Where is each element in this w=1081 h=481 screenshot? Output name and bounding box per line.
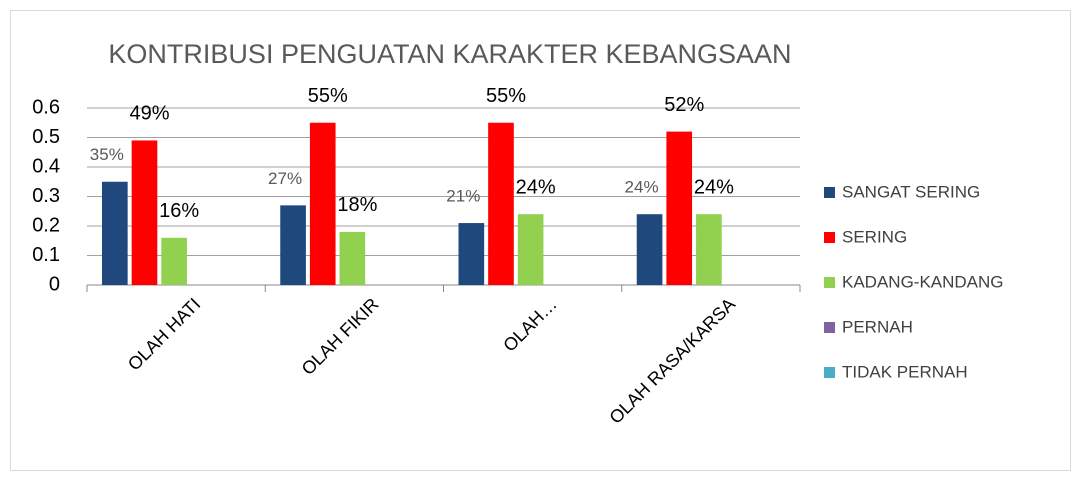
value-label: 24% xyxy=(625,178,659,197)
y-tick-label: 0.5 xyxy=(32,126,60,148)
legend-swatch xyxy=(824,232,835,243)
y-tick-label: 0 xyxy=(49,273,60,295)
legend-swatch xyxy=(824,367,835,378)
value-label: 27% xyxy=(268,169,302,188)
legend-label: KADANG-KANDANG xyxy=(842,272,1004,291)
legend-label: SANGAT SERING xyxy=(842,182,980,201)
value-label: 18% xyxy=(337,194,377,216)
y-tick-label: 0.3 xyxy=(32,185,60,207)
legend-swatch xyxy=(824,322,835,333)
bar xyxy=(666,131,693,285)
y-tick-label: 0.6 xyxy=(32,96,60,118)
chart-title: KONTRIBUSI PENGUATAN KARAKTER KEBANGSAAN xyxy=(108,39,791,69)
bar xyxy=(636,214,663,285)
value-label: 24% xyxy=(694,176,734,198)
legend-label: TIDAK PERNAH xyxy=(842,362,968,381)
bar xyxy=(339,231,366,285)
value-label: 35% xyxy=(90,145,124,164)
bar xyxy=(131,140,158,285)
bar xyxy=(280,205,306,285)
value-label: 55% xyxy=(308,85,348,107)
legend-swatch xyxy=(824,187,835,198)
value-label: 21% xyxy=(446,187,480,206)
value-label: 49% xyxy=(129,103,169,125)
value-label: 24% xyxy=(516,176,556,198)
bar xyxy=(309,122,336,285)
bar xyxy=(488,122,514,285)
value-label: 52% xyxy=(664,94,704,116)
bar xyxy=(517,214,544,285)
bar xyxy=(102,181,128,285)
y-tick-label: 0.1 xyxy=(32,244,60,266)
value-label: 16% xyxy=(159,200,199,222)
bar xyxy=(161,237,187,285)
legend-swatch xyxy=(824,277,835,288)
y-tick-label: 0.2 xyxy=(32,214,60,236)
y-tick-label: 0.4 xyxy=(32,155,60,177)
legend-label: PERNAH xyxy=(842,317,913,336)
value-label: 55% xyxy=(486,85,526,107)
bar xyxy=(696,214,722,285)
legend-label: SERING xyxy=(842,227,907,246)
bar xyxy=(458,223,485,285)
